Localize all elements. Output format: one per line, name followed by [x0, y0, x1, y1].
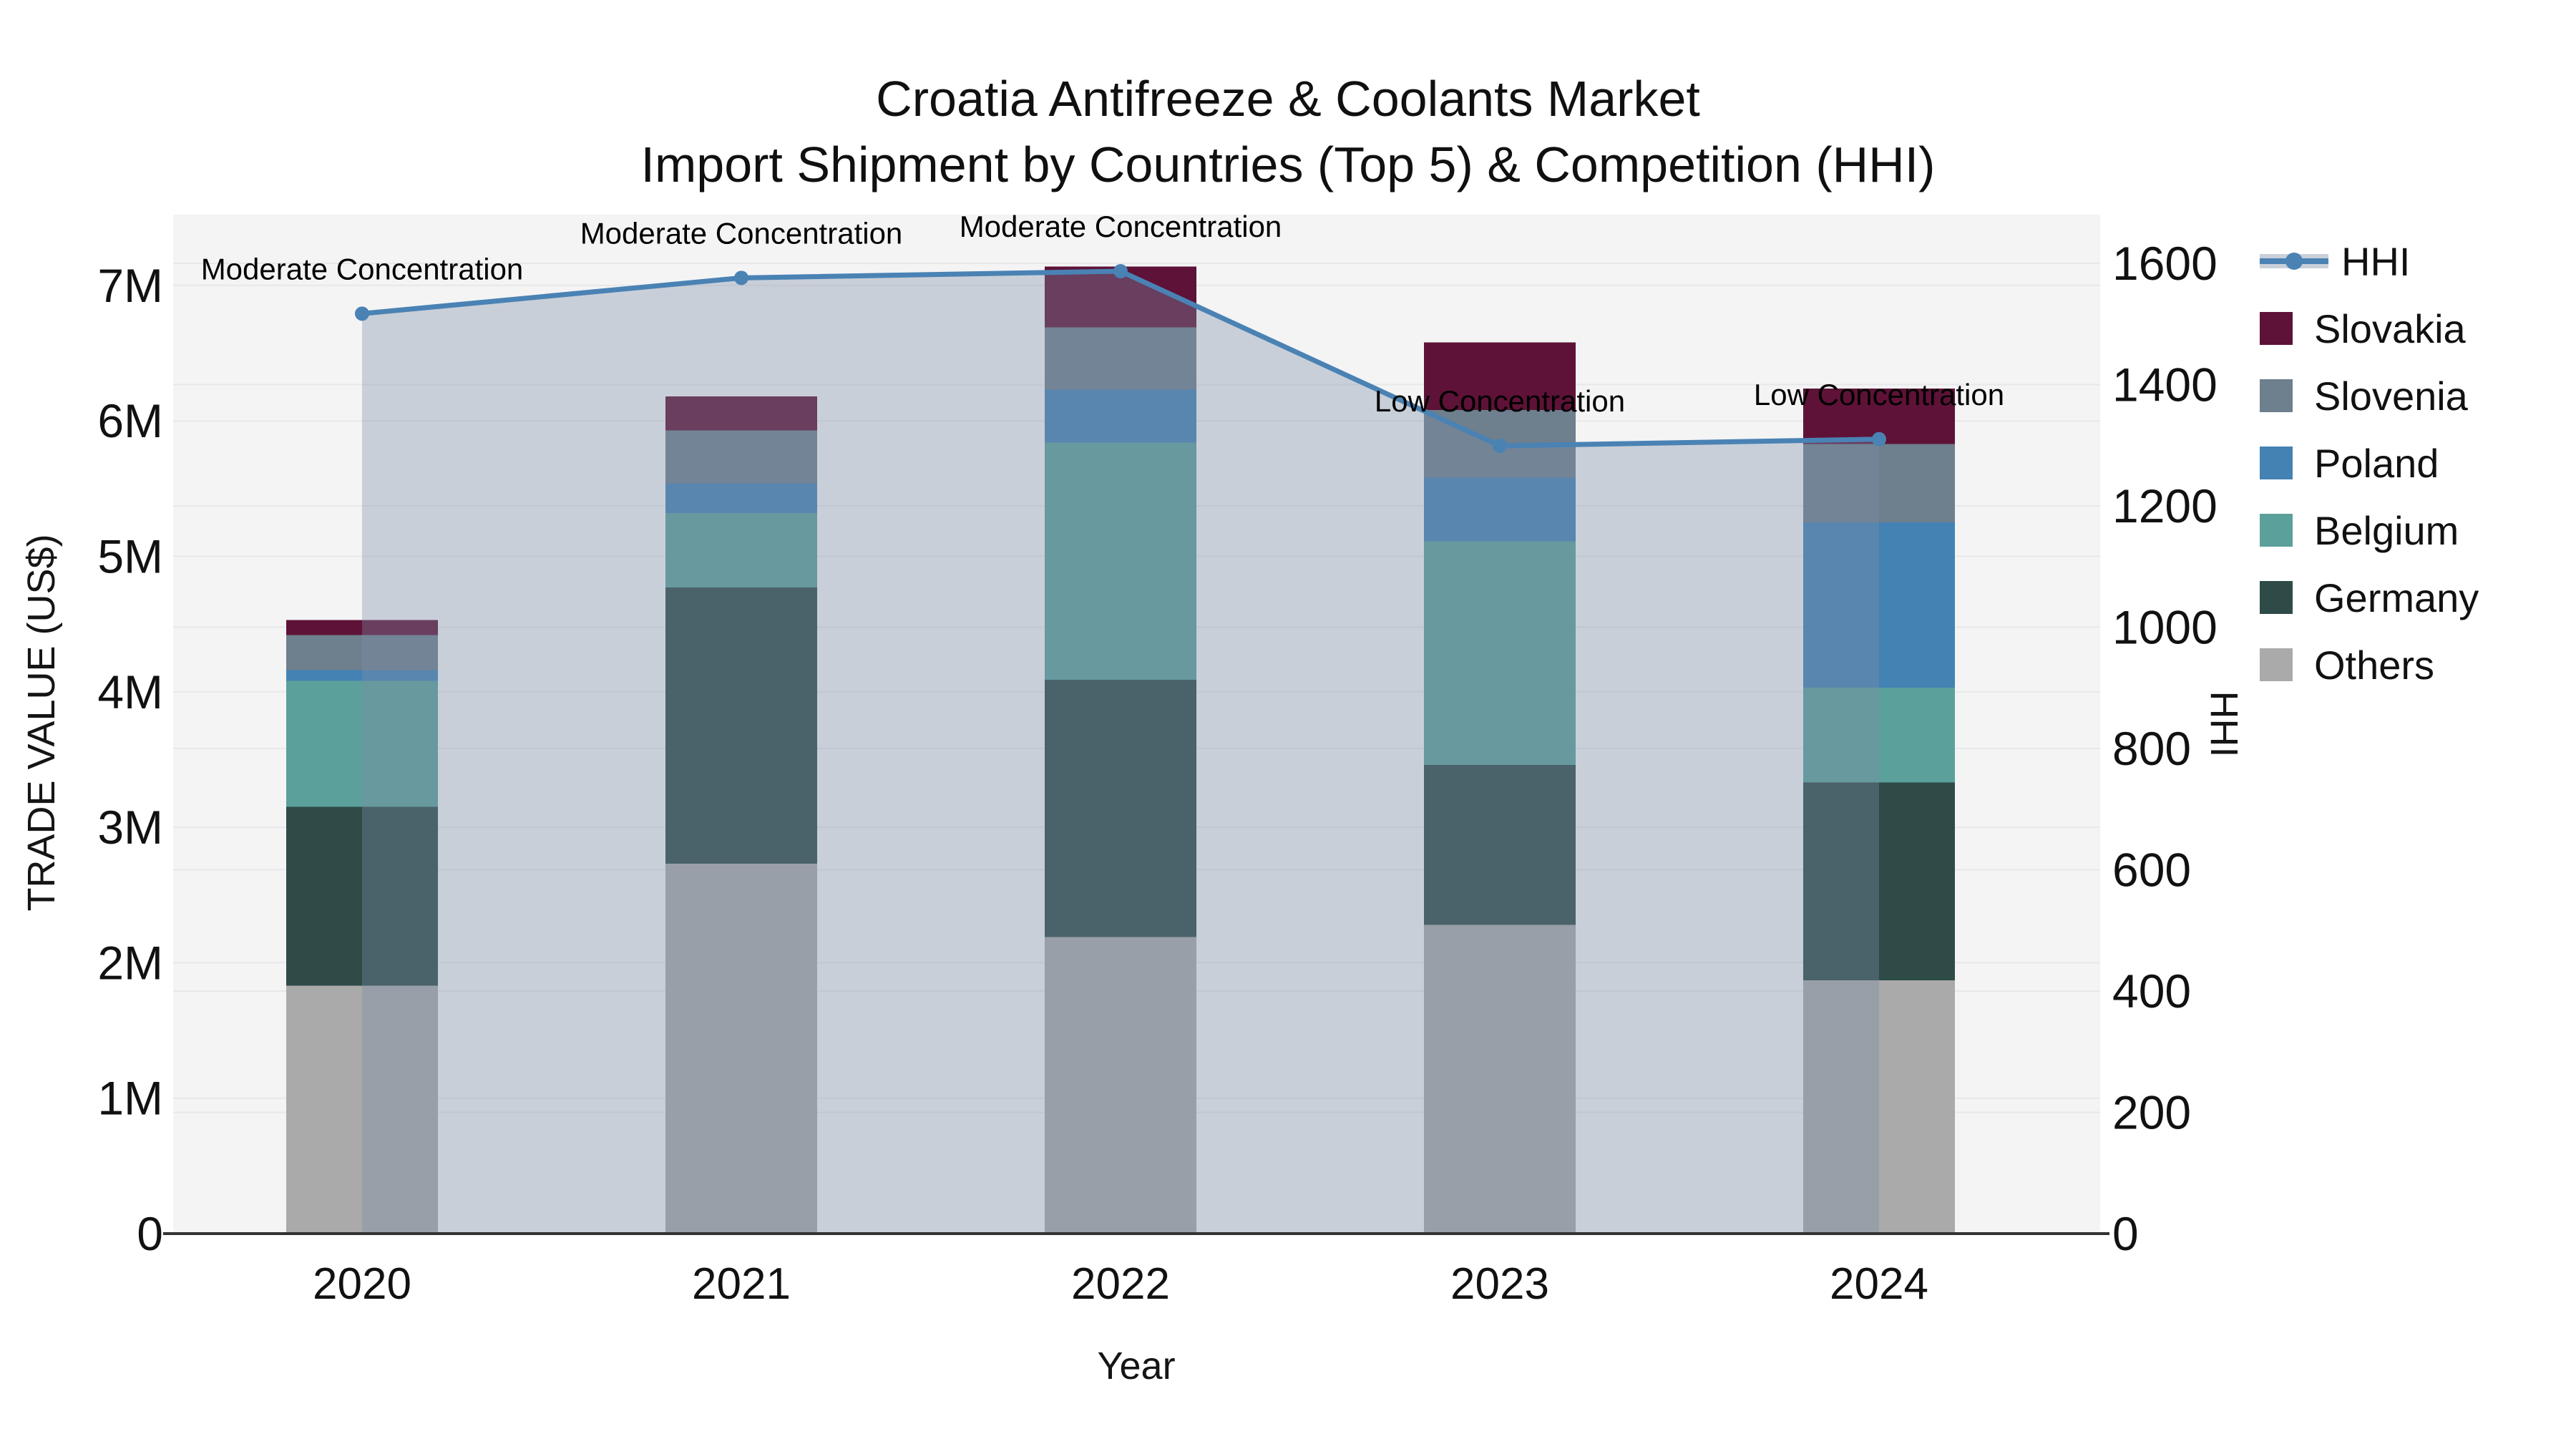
- bar-segment-others-2020[interactable]: [286, 985, 438, 1234]
- hhi-marker-2023[interactable]: [1493, 439, 1507, 454]
- bar-segment-others-2023[interactable]: [1424, 924, 1576, 1234]
- x-tick-label: 2022: [1071, 1259, 1170, 1309]
- bar-segment-slovakia-2023[interactable]: [1424, 342, 1576, 411]
- bar-segment-others-2021[interactable]: [665, 864, 817, 1234]
- legend-swatch-icon: [2260, 514, 2293, 547]
- bar-segment-poland-2024[interactable]: [1803, 522, 1955, 688]
- legend-item-others[interactable]: Others: [2260, 631, 2479, 698]
- legend-item-belgium[interactable]: Belgium: [2260, 497, 2479, 564]
- legend-item-poland[interactable]: Poland: [2260, 429, 2479, 497]
- bar-segment-germany-2021[interactable]: [665, 587, 817, 864]
- y-axis-title-left: TRADE VALUE (US$): [20, 534, 63, 912]
- bar-segment-poland-2022[interactable]: [1045, 389, 1196, 443]
- legend-label: Germany: [2314, 575, 2479, 620]
- y-right-tick-label: 1000: [2112, 601, 2218, 654]
- legend-label: Poland: [2314, 440, 2439, 486]
- legend-label: Others: [2314, 642, 2435, 688]
- x-axis-title: Year: [1097, 1345, 1176, 1387]
- legend-swatch-icon: [2260, 581, 2293, 614]
- x-tick-label: 2023: [1450, 1259, 1549, 1309]
- legend-item-slovenia[interactable]: Slovenia: [2260, 362, 2479, 429]
- legend-label: Slovenia: [2314, 373, 2468, 419]
- bar-segment-slovenia-2020[interactable]: [286, 635, 438, 670]
- annotation-2020: Moderate Concentration: [201, 252, 524, 286]
- bar-segment-germany-2024[interactable]: [1803, 782, 1955, 981]
- hhi-area-fill: [362, 271, 1879, 1234]
- y-left-tick-label: 0: [137, 1207, 163, 1260]
- legend-swatch-icon: [2260, 648, 2293, 681]
- chart-title-line2: Import Shipment by Countries (Top 5) & C…: [640, 137, 1936, 192]
- y-axis-title-right: HHI: [2202, 691, 2245, 758]
- legend-item-slovakia[interactable]: Slovakia: [2260, 295, 2479, 362]
- annotation-2021: Moderate Concentration: [580, 216, 903, 250]
- bar-segment-belgium-2020[interactable]: [286, 680, 438, 807]
- hhi-marker-2021[interactable]: [734, 270, 748, 286]
- legend-swatch-icon: [2260, 312, 2293, 345]
- y-right-tick-label: 0: [2112, 1207, 2139, 1260]
- bar-segment-slovakia-2020[interactable]: [286, 620, 438, 635]
- legend-label: HHI: [2341, 238, 2411, 284]
- y-left-tick-label: 7M: [97, 259, 163, 312]
- bar-segment-germany-2022[interactable]: [1045, 679, 1196, 937]
- annotation-2024: Low Concentration: [1754, 378, 2004, 411]
- bar-segment-slovenia-2022[interactable]: [1045, 327, 1196, 390]
- bar-segment-poland-2020[interactable]: [286, 670, 438, 681]
- bar-segment-germany-2023[interactable]: [1424, 765, 1576, 925]
- y-right-tick-label: 200: [2112, 1086, 2191, 1139]
- legend-swatch-icon: [2260, 379, 2293, 412]
- legend-item-germany[interactable]: Germany: [2260, 564, 2479, 631]
- y-right-tick-label: 400: [2112, 965, 2191, 1018]
- bar-segment-germany-2020[interactable]: [286, 806, 438, 986]
- annotation-2023: Low Concentration: [1375, 384, 1625, 418]
- y-right-tick-label: 600: [2112, 844, 2191, 897]
- bar-segment-belgium-2023[interactable]: [1424, 541, 1576, 766]
- chart-title-line1: Croatia Antifreeze & Coolants Market: [876, 71, 1700, 127]
- bar-segment-others-2024[interactable]: [1803, 980, 1955, 1234]
- y-right-tick-label: 1400: [2112, 358, 2218, 411]
- legend-item-hhi[interactable]: HHI: [2260, 228, 2479, 295]
- y-left-tick-label: 5M: [97, 530, 163, 583]
- y-left-tick-label: 4M: [97, 665, 163, 718]
- x-tick-label: 2021: [692, 1259, 791, 1309]
- annotation-2022: Moderate Concentration: [960, 210, 1282, 243]
- y-left-tick-label: 3M: [97, 801, 163, 854]
- bar-segment-others-2022[interactable]: [1045, 937, 1196, 1234]
- bar-segment-poland-2021[interactable]: [665, 483, 817, 513]
- y-left-tick-label: 1M: [97, 1072, 163, 1125]
- bar-segment-belgium-2021[interactable]: [665, 512, 817, 588]
- bar-segment-slovenia-2024[interactable]: [1803, 444, 1955, 523]
- bar-segment-slovakia-2021[interactable]: [665, 396, 817, 431]
- y-right-tick-label: 800: [2112, 722, 2191, 775]
- legend-label: Slovakia: [2314, 306, 2466, 351]
- bar-segment-belgium-2024[interactable]: [1803, 688, 1955, 783]
- y-left-tick-label: 6M: [97, 394, 163, 447]
- chart-title: Croatia Antifreeze & Coolants Market Imp…: [0, 66, 2576, 197]
- hhi-marker-2020[interactable]: [355, 306, 369, 321]
- legend-label: Belgium: [2314, 507, 2459, 553]
- y-right-tick-label: 1600: [2112, 237, 2218, 290]
- hhi-marker-2022[interactable]: [1113, 264, 1128, 279]
- bar-segment-belgium-2022[interactable]: [1045, 442, 1196, 680]
- x-tick-label: 2020: [313, 1259, 411, 1309]
- y-right-tick-label: 1200: [2112, 479, 2218, 532]
- hhi-marker-2024[interactable]: [1872, 431, 1886, 447]
- legend: HHI Slovakia Slovenia Poland Belgium Germany O…: [2260, 228, 2479, 698]
- bar-segment-slovenia-2021[interactable]: [665, 430, 817, 484]
- legend-swatch-icon: [2260, 447, 2293, 479]
- x-tick-label: 2024: [1830, 1259, 1928, 1309]
- bar-segment-poland-2023[interactable]: [1424, 477, 1576, 542]
- hhi-line-swatch-icon: [2260, 245, 2328, 278]
- y-left-tick-label: 2M: [97, 936, 163, 989]
